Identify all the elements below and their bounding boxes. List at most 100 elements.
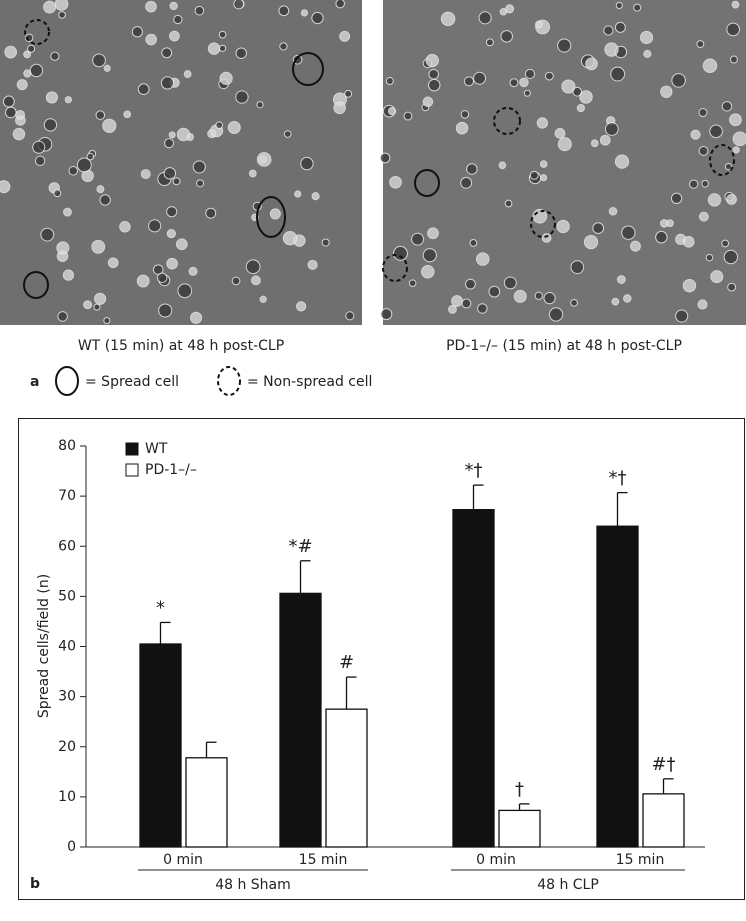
cell	[476, 252, 490, 266]
non-spread-marker	[709, 144, 735, 176]
y-tick-label: 80	[58, 438, 76, 454]
cell	[102, 118, 117, 133]
cell	[235, 90, 249, 104]
non-spread-marker	[493, 107, 521, 135]
cell	[554, 127, 566, 139]
cell	[473, 71, 487, 85]
cell	[335, 0, 345, 9]
cell	[614, 21, 626, 33]
group-label: 48 h Sham	[215, 877, 291, 893]
cell	[2, 95, 15, 108]
legend-label: PD-1–/–	[145, 462, 197, 478]
cell	[721, 239, 730, 248]
cell	[160, 76, 175, 90]
cell	[344, 89, 353, 98]
legend-swatch	[125, 463, 139, 477]
cell	[540, 174, 548, 182]
significance-label: #	[339, 652, 354, 673]
significance-label: #†	[651, 754, 675, 775]
cell	[389, 175, 402, 189]
cell	[321, 238, 330, 247]
cell	[107, 257, 119, 269]
cell	[570, 260, 585, 275]
cell	[726, 193, 737, 205]
cell	[380, 308, 393, 321]
cell	[215, 121, 224, 130]
cell	[92, 53, 106, 68]
cell	[421, 265, 435, 279]
bar	[596, 525, 639, 848]
cell	[630, 240, 641, 252]
x-tick-label: 0 min	[163, 852, 203, 868]
y-tick-label: 70	[58, 488, 76, 504]
cell	[156, 272, 168, 283]
cell	[119, 221, 131, 233]
y-axis-label: Spread cells/field (n)	[36, 574, 52, 718]
cell	[548, 307, 564, 322]
cell	[604, 122, 619, 136]
bar	[325, 708, 368, 848]
cell	[633, 3, 642, 12]
cell	[83, 300, 93, 310]
cell	[4, 45, 18, 59]
cell	[34, 155, 46, 167]
cell	[592, 222, 605, 235]
cell	[732, 131, 746, 147]
cell	[698, 145, 709, 156]
cell	[103, 64, 111, 72]
cell	[532, 208, 548, 224]
cell	[463, 76, 474, 87]
cell	[576, 103, 585, 113]
non-spread-marker	[24, 19, 50, 45]
cell	[57, 311, 68, 322]
cell	[524, 68, 536, 80]
cell	[53, 189, 62, 198]
cell	[256, 101, 264, 109]
cell	[451, 295, 463, 307]
cell	[311, 11, 324, 25]
cell	[422, 96, 434, 108]
cell	[485, 38, 494, 47]
cell	[504, 199, 513, 208]
significance-label: *	[156, 597, 165, 618]
cell	[205, 207, 217, 219]
cell	[682, 278, 697, 293]
cell	[54, 0, 69, 11]
cell-markers	[23, 19, 735, 396]
cell	[166, 228, 176, 239]
cell	[333, 101, 346, 115]
cell	[621, 225, 636, 240]
cell	[697, 299, 708, 310]
cell	[16, 79, 28, 91]
cell	[23, 69, 32, 78]
cell	[544, 71, 554, 81]
cell	[307, 259, 318, 270]
cell	[56, 241, 70, 255]
cell	[570, 299, 578, 307]
cell	[196, 179, 205, 188]
cell	[709, 124, 723, 139]
cell	[557, 38, 572, 53]
cell	[103, 316, 111, 325]
cell	[278, 5, 290, 17]
cell	[95, 110, 106, 120]
cell	[727, 282, 737, 292]
cell	[639, 30, 654, 45]
bar	[452, 509, 495, 848]
cell	[218, 44, 227, 52]
cell	[505, 4, 515, 14]
cell	[660, 85, 673, 98]
micrograph-right	[383, 0, 746, 325]
cell	[137, 83, 150, 96]
cell	[385, 77, 394, 86]
cell	[282, 230, 298, 246]
significance-label: *†	[465, 460, 483, 481]
cell	[732, 146, 740, 154]
cell	[608, 206, 618, 216]
cell	[23, 50, 31, 59]
cell	[190, 311, 203, 324]
cell	[729, 55, 738, 64]
cell	[231, 276, 241, 286]
cell	[428, 68, 439, 80]
caption: PD-1–/– (15 min) at 48 h post-CLP	[446, 338, 682, 354]
